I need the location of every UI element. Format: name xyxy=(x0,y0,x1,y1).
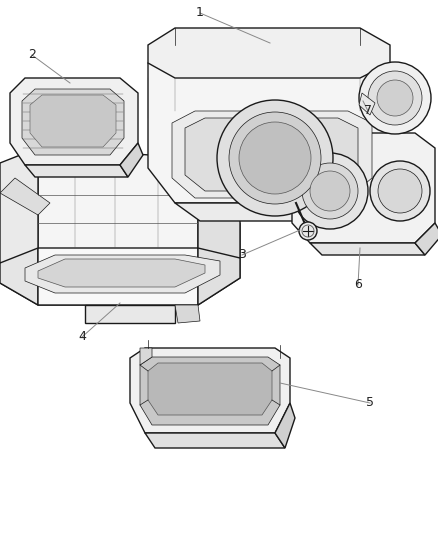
Text: 3: 3 xyxy=(238,248,246,262)
Circle shape xyxy=(359,62,431,134)
Polygon shape xyxy=(25,165,128,177)
Text: 7: 7 xyxy=(364,104,372,117)
Polygon shape xyxy=(130,348,290,433)
Circle shape xyxy=(368,71,422,125)
Circle shape xyxy=(239,122,311,194)
Circle shape xyxy=(310,171,350,211)
Polygon shape xyxy=(292,133,435,243)
Circle shape xyxy=(377,80,413,116)
Polygon shape xyxy=(140,348,152,365)
Circle shape xyxy=(302,163,358,219)
Polygon shape xyxy=(415,223,438,255)
Polygon shape xyxy=(148,45,390,203)
Polygon shape xyxy=(275,403,295,448)
Polygon shape xyxy=(198,223,240,305)
Polygon shape xyxy=(120,143,143,177)
Text: 1: 1 xyxy=(196,6,204,20)
Circle shape xyxy=(299,222,317,240)
Circle shape xyxy=(229,112,321,204)
Polygon shape xyxy=(198,158,240,258)
Text: 2: 2 xyxy=(28,49,36,61)
Polygon shape xyxy=(0,178,50,215)
Polygon shape xyxy=(0,248,240,305)
Polygon shape xyxy=(25,255,220,293)
Circle shape xyxy=(217,100,333,216)
Polygon shape xyxy=(38,215,198,305)
Polygon shape xyxy=(145,433,285,448)
Polygon shape xyxy=(22,89,124,155)
Polygon shape xyxy=(360,168,405,221)
Polygon shape xyxy=(175,203,378,221)
Text: 6: 6 xyxy=(354,279,362,292)
Polygon shape xyxy=(148,363,272,415)
Text: 5: 5 xyxy=(366,397,374,409)
Polygon shape xyxy=(38,148,198,248)
Polygon shape xyxy=(85,305,175,323)
Polygon shape xyxy=(148,28,390,78)
Polygon shape xyxy=(30,95,116,147)
Text: 4: 4 xyxy=(78,330,86,343)
Polygon shape xyxy=(140,357,280,425)
Polygon shape xyxy=(185,118,358,191)
Polygon shape xyxy=(10,78,138,165)
Circle shape xyxy=(370,161,430,221)
Polygon shape xyxy=(0,193,38,305)
Polygon shape xyxy=(38,259,205,287)
Polygon shape xyxy=(310,243,425,255)
Polygon shape xyxy=(359,93,375,115)
Circle shape xyxy=(292,153,368,229)
Polygon shape xyxy=(175,305,200,323)
Polygon shape xyxy=(0,148,38,263)
Polygon shape xyxy=(172,111,372,198)
Circle shape xyxy=(378,169,422,213)
